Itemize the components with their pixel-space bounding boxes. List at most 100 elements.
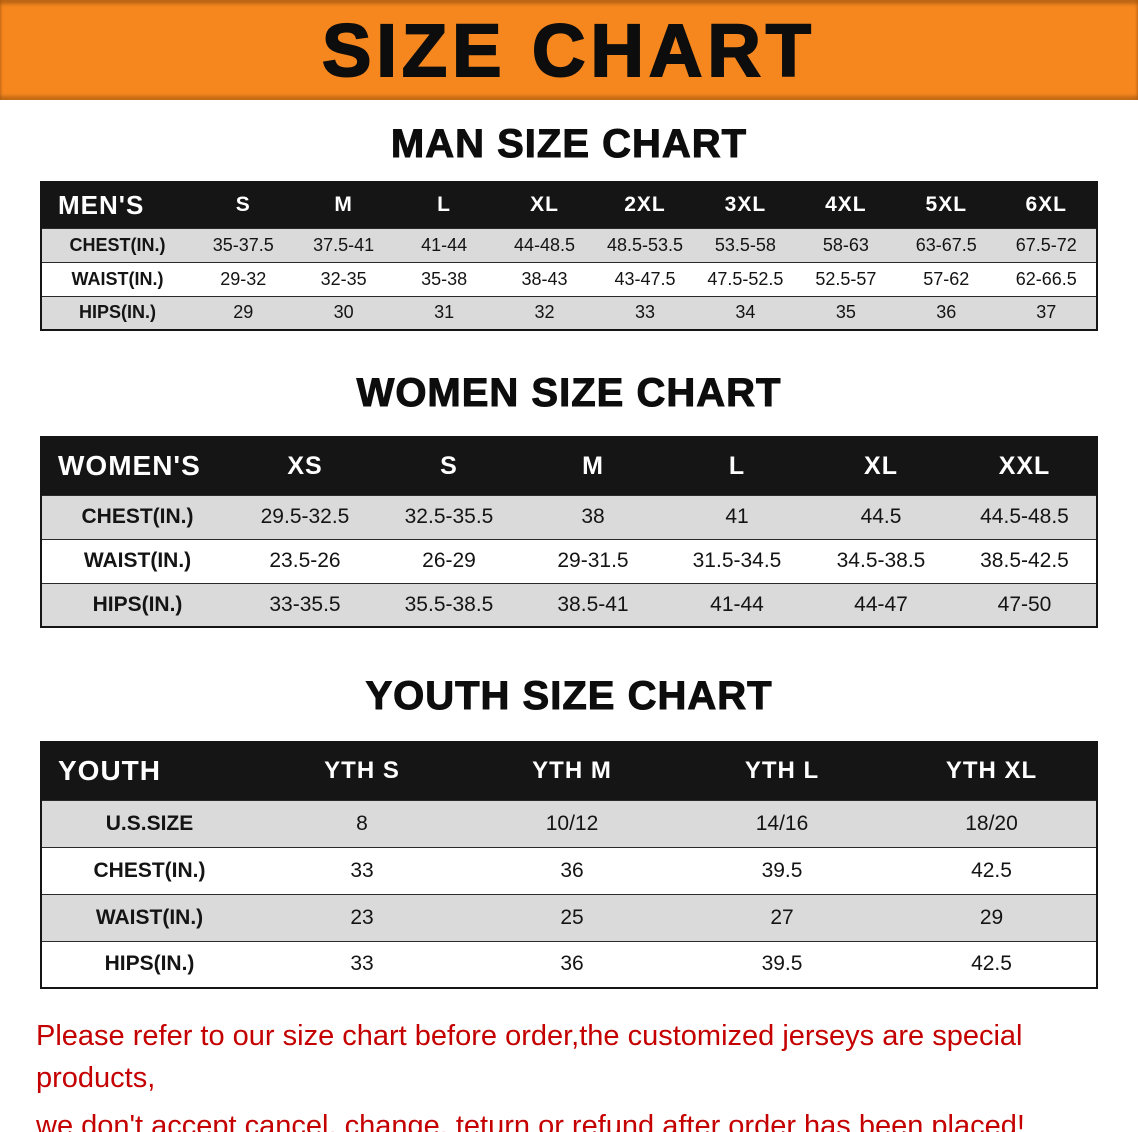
size-header-cell: 3XL [695,182,796,228]
value-cell: 26-29 [377,538,521,584]
value-cell: 42.5 [887,846,1097,895]
table-header-row: YOUTH YTH S YTH M YTH L YTH XL [41,742,1097,800]
value-cell: 29-31.5 [521,538,665,584]
value-cell: 37.5-41 [293,227,394,263]
value-cell: 23.5-26 [233,538,377,584]
youth-size-table: YOUTH YTH S YTH M YTH L YTH XL U.S.SIZE 8 10/12… [40,741,1098,989]
row-label-cell: CHEST(IN.) [41,227,193,263]
value-cell: 42.5 [887,940,1097,989]
youth-size-section: YOUTH SIZE CHART YOUTH YTH S YTH M YTH L YTH… [0,674,1138,989]
value-cell: 30 [293,295,394,331]
youth-section-heading: YOUTH SIZE CHART [365,674,773,719]
value-cell: 47.5-52.5 [695,261,796,297]
size-header-cell: S [377,437,521,495]
row-label-cell: CHEST(IN.) [41,494,233,540]
size-header-cell: XL [809,437,953,495]
value-cell: 27 [677,893,887,942]
value-cell: 52.5-57 [795,261,897,297]
row-label-cell: HIPS(IN.) [41,582,233,628]
value-cell: 34.5-38.5 [809,538,953,584]
value-cell: 43-47.5 [594,261,696,297]
size-header-cell: 2XL [594,182,696,228]
value-cell: 44-47 [809,582,953,628]
value-cell: 39.5 [677,846,887,895]
women-size-section: WOMEN SIZE CHART WOMEN'S XS S M L XL XXL CHEST(… [0,371,1138,628]
table-row: WAIST(IN.) 29-32 32-35 35-38 38-43 43-47.5 47.… [41,261,1097,297]
table-row: WAIST(IN.) 23 25 27 29 [41,893,1097,942]
value-cell: 33 [257,846,467,895]
value-cell: 10/12 [467,799,677,848]
value-cell: 38-43 [494,261,595,297]
table-row: HIPS(IN.) 29 30 31 32 33 34 35 36 37 [41,295,1097,331]
value-cell: 32-35 [293,261,394,297]
row-label-cell: WAIST(IN.) [41,538,233,584]
value-cell: 38.5-42.5 [953,538,1097,584]
page-title: SIZE CHART [321,8,816,93]
size-header-cell: XL [494,182,595,228]
value-cell: 57-62 [896,261,997,297]
value-cell: 35-37.5 [193,227,294,263]
value-cell: 33 [594,295,696,331]
size-header-cell: M [521,437,665,495]
value-cell: 41-44 [393,227,495,263]
size-header-cell: 4XL [795,182,897,228]
value-cell: 53.5-58 [695,227,796,263]
table-row: WAIST(IN.) 23.5-26 26-29 29-31.5 31.5-34.5 34… [41,538,1097,584]
value-cell: 18/20 [887,799,1097,848]
size-header-cell: YTH XL [887,742,1097,800]
disclaimer-line-1: Please refer to our size chart before or… [36,1020,1023,1095]
value-cell: 37 [996,295,1097,331]
value-cell: 38 [521,494,665,540]
value-cell: 33-35.5 [233,582,377,628]
table-header-row: MEN'S S M L XL 2XL 3XL 4XL 5XL 6XL [41,182,1097,228]
value-cell: 44-48.5 [494,227,595,263]
value-cell: 67.5-72 [996,227,1097,263]
value-cell: 25 [467,893,677,942]
disclaimer-text: Please refer to our size chart before or… [0,1015,1138,1132]
value-cell: 31.5-34.5 [665,538,809,584]
value-cell: 29.5-32.5 [233,494,377,540]
value-cell: 14/16 [677,799,887,848]
row-label-cell: U.S.SIZE [41,799,257,848]
value-cell: 32.5-35.5 [377,494,521,540]
table-row: CHEST(IN.) 35-37.5 37.5-41 41-44 44-48.5 48.5… [41,227,1097,263]
size-header-cell: XXL [953,437,1097,495]
size-header-cell: S [193,182,294,228]
value-cell: 36 [896,295,997,331]
men-size-section: MAN SIZE CHART MEN'S S M L XL 2XL 3XL 4XL 5XL 6XL… [0,122,1138,331]
value-cell: 38.5-41 [521,582,665,628]
value-cell: 35.5-38.5 [377,582,521,628]
row-label-cell: WAIST(IN.) [41,893,257,942]
size-header-cell: M [293,182,394,228]
table-row: HIPS(IN.) 33-35.5 35.5-38.5 38.5-41 41-44 44-… [41,582,1097,628]
women-section-heading: WOMEN SIZE CHART [356,371,782,416]
value-cell: 62-66.5 [996,261,1097,297]
value-cell: 63-67.5 [896,227,997,263]
value-cell: 58-63 [795,227,897,263]
size-header-cell: 6XL [996,182,1097,228]
value-cell: 48.5-53.5 [594,227,696,263]
value-cell: 29 [887,893,1097,942]
size-header-cell: YTH M [467,742,677,800]
banner: SIZE CHART [0,0,1138,100]
table-title-cell: YOUTH [41,742,257,800]
value-cell: 47-50 [953,582,1097,628]
table-title-cell: MEN'S [41,182,193,228]
row-label-cell: HIPS(IN.) [41,940,257,989]
row-label-cell: WAIST(IN.) [41,261,193,297]
size-header-cell: XS [233,437,377,495]
table-header-row: WOMEN'S XS S M L XL XXL [41,437,1097,495]
value-cell: 23 [257,893,467,942]
row-label-cell: HIPS(IN.) [41,295,193,331]
value-cell: 44.5-48.5 [953,494,1097,540]
table-row: U.S.SIZE 8 10/12 14/16 18/20 [41,799,1097,848]
size-header-cell: YTH L [677,742,887,800]
table-row: CHEST(IN.) 33 36 39.5 42.5 [41,846,1097,895]
value-cell: 31 [393,295,495,331]
value-cell: 41 [665,494,809,540]
row-label-cell: CHEST(IN.) [41,846,257,895]
value-cell: 36 [467,846,677,895]
size-header-cell: 5XL [896,182,997,228]
value-cell: 35 [795,295,897,331]
